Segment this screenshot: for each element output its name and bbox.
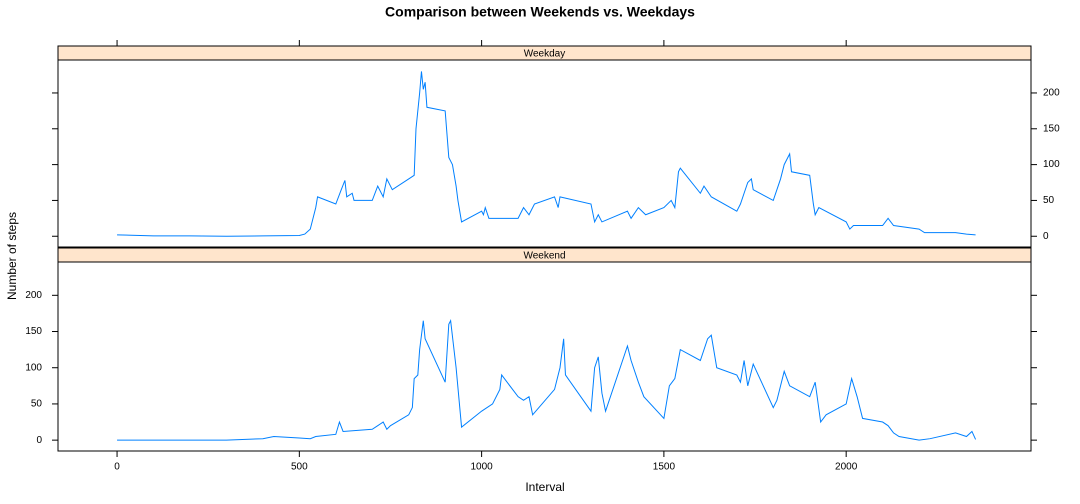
y-tick-label: 50 xyxy=(1043,195,1055,206)
y-tick-label: 50 xyxy=(31,399,43,410)
y-tick-label: 150 xyxy=(25,326,42,337)
x-tick-label: 1000 xyxy=(470,462,493,473)
strip-label: Weekend xyxy=(523,251,565,262)
y-tick-label: 0 xyxy=(36,435,42,446)
strip-label: Weekday xyxy=(524,49,566,60)
x-tick-label: 1500 xyxy=(653,462,676,473)
y-tick-label: 0 xyxy=(1043,231,1049,242)
y-tick-label: 200 xyxy=(25,290,42,301)
x-tick-label: 0 xyxy=(114,462,120,473)
x-tick-label: 500 xyxy=(291,462,308,473)
y-tick-label: 150 xyxy=(1043,123,1060,134)
data-line xyxy=(117,318,977,441)
x-tick-label: 2000 xyxy=(835,462,858,473)
y-tick-label: 200 xyxy=(1043,88,1060,99)
data-line xyxy=(117,71,976,237)
y-tick-label: 100 xyxy=(25,362,42,373)
y-tick-label: 100 xyxy=(1043,159,1060,170)
panel xyxy=(57,261,1032,452)
chart-title: Comparison between Weekends vs. Weekdays xyxy=(385,4,695,20)
y-axis-label: Number of steps xyxy=(5,212,19,300)
panel xyxy=(57,59,1032,248)
x-axis-label: Interval xyxy=(525,480,564,494)
